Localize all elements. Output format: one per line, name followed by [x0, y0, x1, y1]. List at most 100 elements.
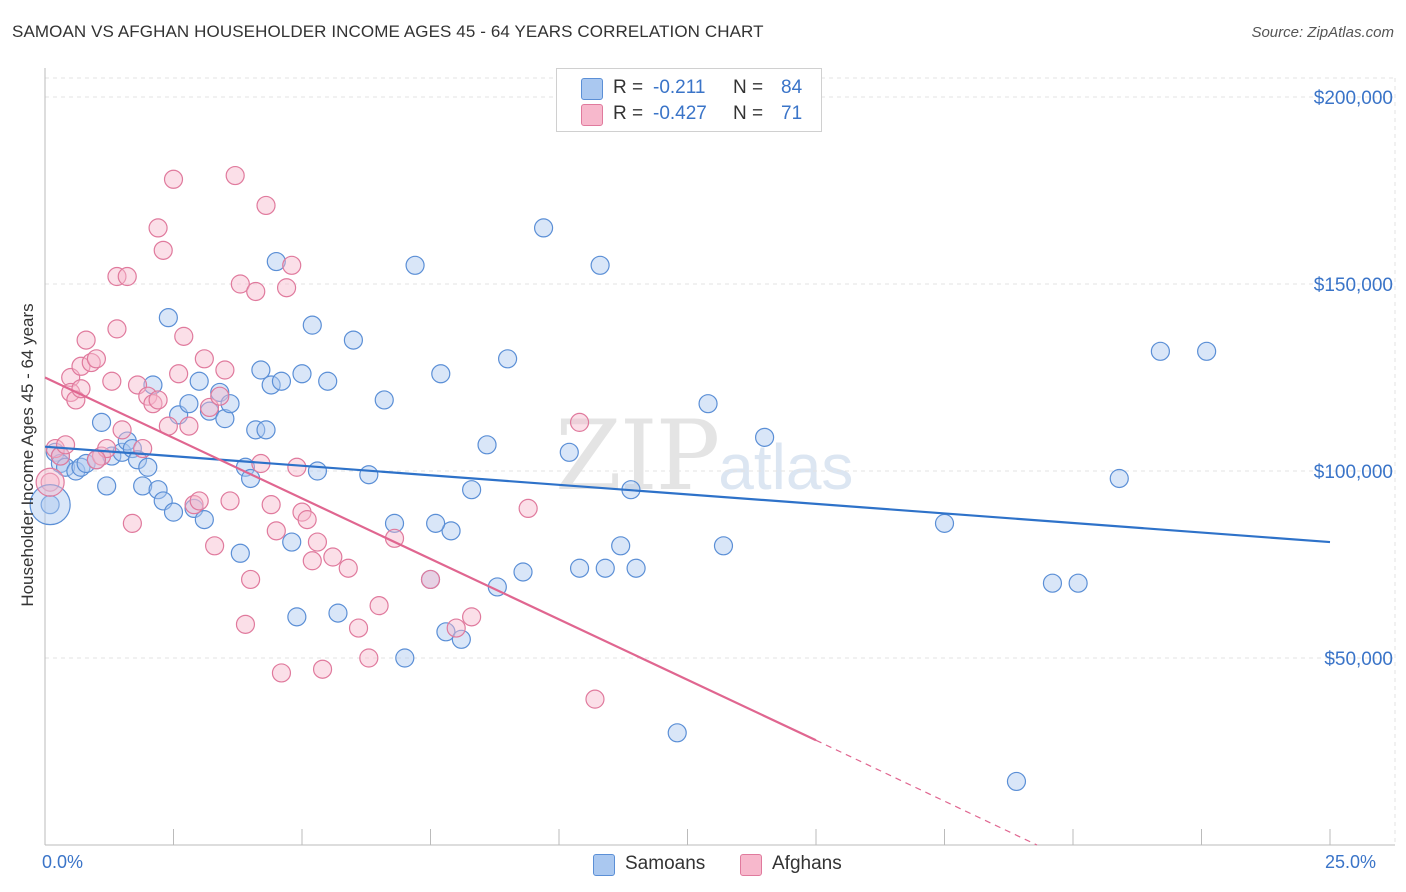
afghan-point	[220, 491, 240, 511]
samoan-point	[626, 558, 646, 578]
samoan-point	[595, 558, 615, 578]
afghan-point	[153, 240, 173, 260]
correlation-legend: R = -0.211 N = 84 R = -0.427 N = 71	[556, 68, 822, 132]
legend-swatch-afghans	[581, 104, 603, 126]
afghan-point	[163, 169, 184, 189]
afghan-point	[323, 547, 343, 567]
samoan-point	[261, 375, 281, 395]
samoan-point	[405, 255, 425, 275]
watermark: ZIPatlas	[555, 400, 853, 512]
samoan-point	[143, 375, 163, 395]
samoan-point	[431, 364, 451, 384]
afghan-point	[276, 278, 297, 298]
samoan-point	[559, 442, 579, 462]
afghan-point	[169, 364, 189, 384]
afghan-point	[297, 510, 317, 530]
afghan-point	[369, 596, 389, 616]
samoan-point	[318, 371, 338, 391]
samoan-point	[713, 536, 734, 556]
samoan-point	[230, 543, 250, 563]
samoan-point	[441, 521, 461, 541]
afghan-point	[215, 360, 235, 380]
series-label-samoans: Samoans	[625, 853, 706, 874]
afghan-point	[307, 532, 328, 552]
samoan-point	[179, 394, 199, 414]
afghan-point	[261, 495, 281, 515]
afghan-point	[338, 558, 358, 578]
afghan-point	[117, 266, 137, 287]
afghan-point	[189, 491, 209, 511]
samoan-point	[934, 513, 955, 533]
samoan-point	[215, 409, 235, 429]
afghan-point	[287, 457, 307, 477]
x-tick-min: 0.0%	[42, 852, 84, 872]
samoan-point	[384, 513, 405, 533]
afghan-point	[210, 386, 230, 406]
samoan-point	[395, 648, 415, 668]
samoan-point	[436, 622, 456, 642]
afghan-point	[143, 394, 163, 414]
samoan-point	[220, 394, 240, 414]
samoan-point	[271, 371, 292, 391]
samoan-point	[97, 476, 117, 496]
samoan-point	[256, 420, 276, 440]
samoan-point	[1042, 573, 1063, 593]
legend-n-label: N =	[733, 103, 764, 124]
afghan-point	[102, 371, 122, 391]
afghan-point	[174, 326, 194, 346]
series-swatch-afghans	[740, 854, 762, 876]
samoan-point	[477, 435, 497, 455]
samoan-point	[127, 450, 148, 470]
afghan-point	[184, 495, 204, 515]
samoan-point	[287, 607, 307, 627]
afghan-point	[107, 319, 127, 339]
x-tick-max: 25.0%	[1325, 852, 1377, 872]
samoan-point	[611, 536, 631, 556]
samoan-point	[667, 723, 687, 743]
y-tick-label: $150,000	[1314, 275, 1393, 296]
legend-row-samoans: R = -0.211 N = 84	[581, 75, 802, 101]
afghan-point	[71, 356, 91, 376]
samoan-point	[292, 364, 312, 384]
y-axis-label: Householder Income Ages 45 - 64 years	[18, 303, 37, 607]
samoan-point	[533, 218, 554, 238]
samoan-point	[498, 349, 518, 369]
samoan-point	[569, 558, 590, 578]
y-tick-label: $100,000	[1314, 462, 1393, 483]
legend-n-value: 71	[781, 103, 803, 124]
samoan-point	[590, 255, 610, 275]
afghan-point	[107, 266, 127, 287]
afghan-point	[446, 618, 466, 638]
samoan-point	[359, 465, 379, 485]
afghan-point	[76, 330, 96, 350]
afghan-point	[569, 412, 590, 432]
samoan-point	[194, 510, 214, 530]
afghan-point	[179, 416, 199, 436]
samoan-point	[513, 562, 533, 582]
watermark-atlas: atlas	[718, 431, 854, 503]
samoan-point	[71, 457, 91, 477]
afghan-point	[194, 349, 214, 369]
afghan-point	[86, 349, 107, 369]
legend-row-afghans: R = -0.427 N = 71	[581, 101, 802, 127]
chart-title: SAMOAN VS AFGHAN HOUSEHOLDER INCOME AGES…	[12, 22, 764, 41]
afghan-point	[585, 689, 605, 709]
samoan-point	[343, 330, 363, 350]
legend-r-value: -0.427	[653, 103, 707, 124]
afghan-trendline-extension	[815, 739, 1038, 846]
samoan-point	[246, 420, 266, 440]
samoan-point	[158, 308, 178, 328]
afghan-point	[235, 614, 256, 634]
samoan-point	[374, 390, 394, 410]
afghan-point	[312, 659, 333, 679]
legend-n-label: N =	[733, 77, 764, 98]
legend-r-label: R =	[613, 103, 644, 124]
samoan-point	[1197, 341, 1217, 361]
afghan-point	[282, 255, 302, 275]
samoan-point	[754, 427, 775, 447]
series-swatch-samoans	[593, 854, 615, 876]
afghan-point	[122, 513, 142, 533]
afghan-point	[256, 195, 276, 216]
samoan-point	[251, 360, 271, 380]
